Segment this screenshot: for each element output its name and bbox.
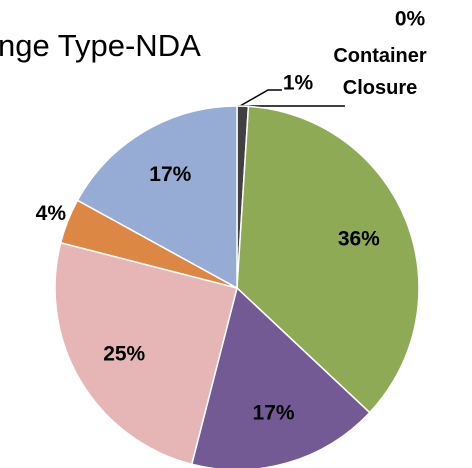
- data-label: 36%: [338, 227, 380, 250]
- pie-slice: [236, 105, 420, 414]
- leader-line: [239, 89, 282, 107]
- pie-slice: [54, 241, 238, 466]
- data-label: 4%: [36, 202, 67, 225]
- data-label: 25%: [103, 342, 145, 365]
- data-label: 17%: [149, 163, 191, 186]
- data-label: 1%: [283, 72, 314, 95]
- data-label: 0%: [395, 8, 426, 31]
- data-label: 17%: [253, 401, 295, 424]
- pie-slice: [76, 105, 238, 290]
- category-label: Container Closure: [333, 45, 427, 99]
- chart-title: nge Type-NDA: [0, 28, 201, 63]
